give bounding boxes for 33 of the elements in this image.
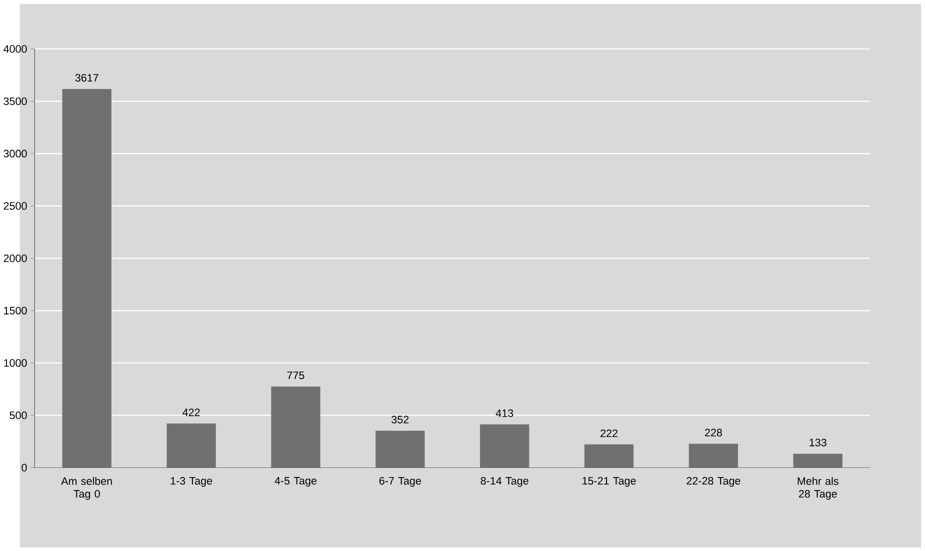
data-label: 133 <box>810 438 826 446</box>
x-tick-label: 8-14 Tage <box>480 476 528 487</box>
x-tick-label: 1-3 Tage <box>170 476 212 487</box>
x-tick-label: Am selben Tag 0 <box>61 476 112 500</box>
y-tick-label: 4000 <box>4 44 27 53</box>
data-label: 228 <box>704 428 722 436</box>
bar <box>166 423 216 468</box>
data-label: 3617 <box>75 74 98 82</box>
x-tick-label: Mehr als 28 Tage <box>798 476 838 500</box>
y-tick-label: 1000 <box>4 358 27 367</box>
data-label: 775 <box>287 371 304 379</box>
y-tick-label: 2000 <box>4 254 27 262</box>
y-tick-label: 3000 <box>4 150 27 158</box>
bar <box>376 430 425 468</box>
bar <box>480 424 530 468</box>
x-tick-label: 4-5 Tage <box>274 476 316 486</box>
data-label: 222 <box>600 429 618 437</box>
bar <box>584 444 634 468</box>
y-tick-label: 500 <box>10 411 27 419</box>
y-tick-label: 1500 <box>4 306 27 314</box>
data-label: 352 <box>392 416 409 424</box>
data-label: 413 <box>496 409 514 417</box>
x-tick-label: 15-21 Tage <box>582 476 636 487</box>
bar <box>62 88 112 468</box>
bar <box>793 454 842 468</box>
bar <box>688 444 738 468</box>
bar <box>271 386 320 468</box>
y-tick-label: 2500 <box>4 202 27 210</box>
data-label: 422 <box>182 408 200 416</box>
x-tick-label: 6-7 Tage <box>379 476 421 487</box>
y-tick-label: 0 <box>22 464 27 472</box>
y-tick-label: 3500 <box>4 97 27 105</box>
x-tick-label: 22-28 Tage <box>686 476 740 487</box>
